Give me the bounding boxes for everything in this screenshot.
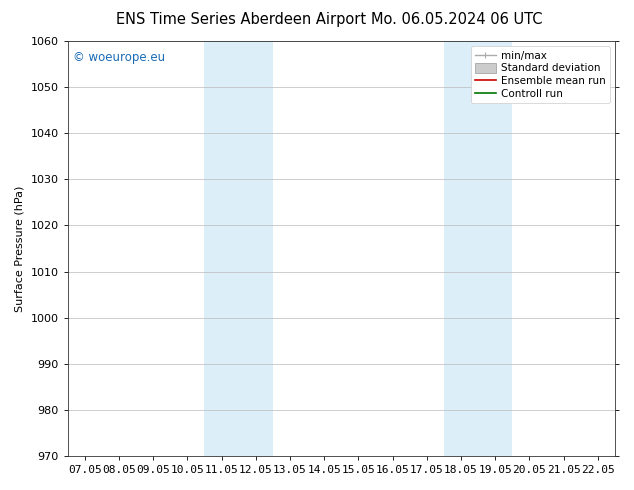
Text: Mo. 06.05.2024 06 UTC: Mo. 06.05.2024 06 UTC	[371, 12, 542, 27]
Bar	[205, 41, 273, 456]
Text: © woeurope.eu: © woeurope.eu	[73, 51, 165, 64]
Bar	[444, 41, 512, 456]
Legend: min/max, Standard deviation, Ensemble mean run, Controll run: min/max, Standard deviation, Ensemble me…	[470, 46, 610, 103]
Y-axis label: Surface Pressure (hPa): Surface Pressure (hPa)	[15, 185, 25, 312]
Text: ENS Time Series Aberdeen Airport: ENS Time Series Aberdeen Airport	[116, 12, 366, 27]
